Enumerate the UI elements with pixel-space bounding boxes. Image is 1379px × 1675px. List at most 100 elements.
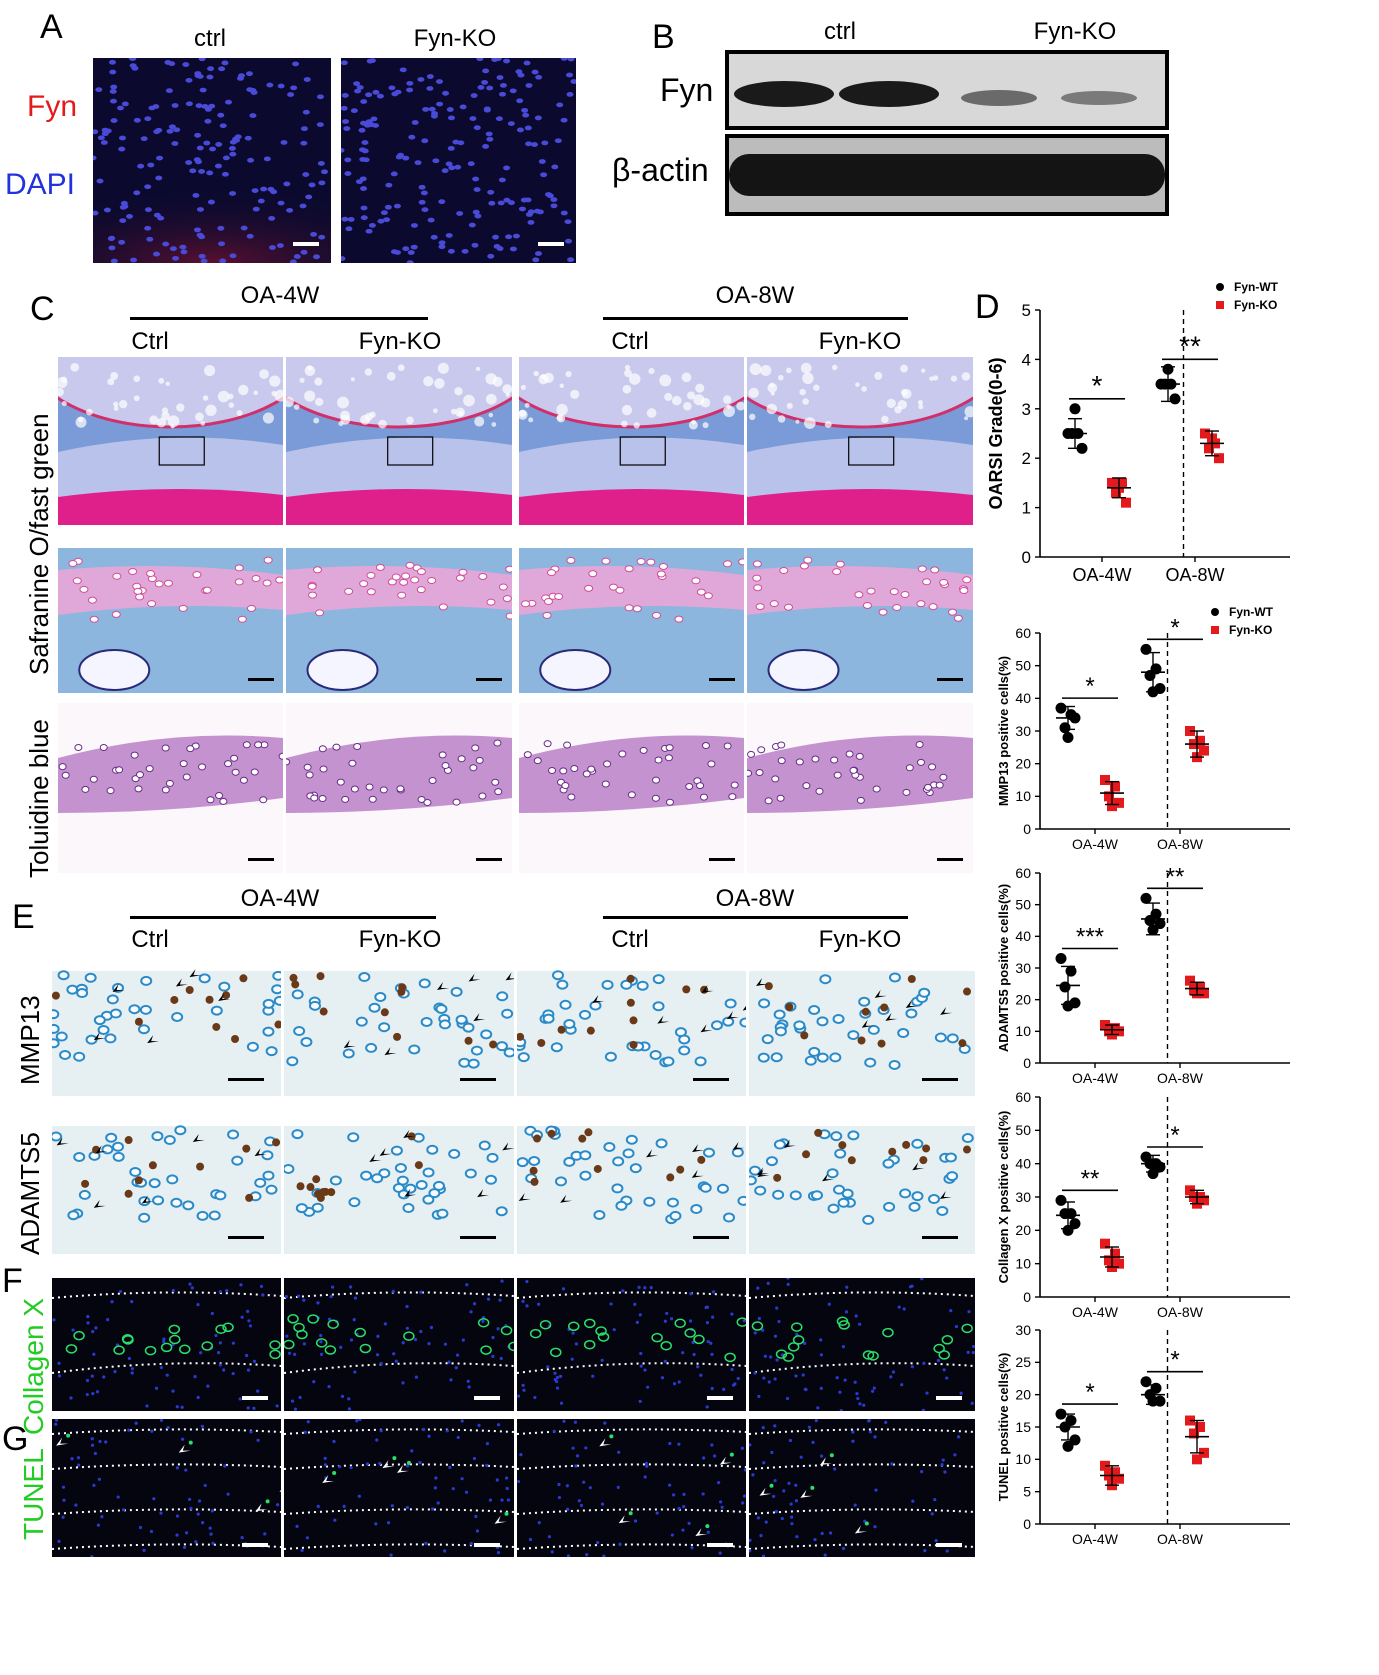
y-tick-label: 20 [1015, 756, 1031, 772]
dot-plot-1: 0 10 20 30 40 50 60 MMP13 positive cells(%) OA-4… [996, 605, 1290, 852]
data-point [1055, 1194, 1067, 1206]
x-tick-label: OA-8W [1165, 565, 1224, 585]
data-point [1114, 1026, 1124, 1037]
y-tick-label: 1 [1022, 499, 1031, 518]
data-point [1107, 477, 1117, 488]
y-tick-label: 5 [1022, 301, 1031, 320]
data-point [1059, 981, 1071, 993]
safranin-zoom-ko-4w [286, 530, 512, 693]
y-tick-label: 40 [1015, 1156, 1031, 1172]
data-point [1214, 453, 1224, 464]
legend-marker [1216, 301, 1224, 309]
legend-label: Fyn-KO [1229, 623, 1272, 637]
if-tunel-ctrl-4w [52, 1419, 281, 1557]
y-tick-label: 3 [1022, 400, 1031, 419]
data-point [1144, 915, 1156, 926]
y-tick-label: 10 [1015, 1256, 1031, 1272]
data-point [1140, 892, 1152, 904]
scale-bar [293, 242, 319, 246]
toluidine-ko-4w [286, 703, 512, 873]
ihc-adamts5-ctrl-8w [517, 1112, 746, 1254]
fluorescence-dots [93, 58, 331, 263]
y-tick-label: 50 [1015, 897, 1031, 913]
panel-a-fynko-image [341, 58, 576, 263]
if-tunel-ko-4w [284, 1419, 514, 1557]
data-point [1104, 1255, 1114, 1266]
ihc-mmp13-ko-8w [749, 957, 975, 1096]
toluidine-ctrl-4w [58, 703, 283, 873]
significance-label: ** [1179, 330, 1201, 361]
data-point [1192, 1454, 1202, 1465]
group-bar [603, 916, 908, 919]
x-tick-label: OA-4W [1072, 836, 1119, 852]
toluidine-ko-8w [747, 703, 973, 873]
data-point [1147, 1168, 1159, 1180]
y-tick-label: 25 [1015, 1354, 1031, 1370]
if-tunel-ko-8w [749, 1419, 975, 1557]
panel-c-col-ctrl-8w: Ctrl [611, 328, 649, 355]
y-tick-label: 30 [1015, 1189, 1031, 1205]
x-tick-label: OA-8W [1157, 836, 1204, 852]
safranin-overview-ko-8w [747, 357, 973, 525]
y-tick-label: 10 [1015, 788, 1031, 804]
panel-c-col-ko-8w: Fyn-KO [818, 328, 902, 355]
ihc-mmp13-ctrl-4w [52, 957, 281, 1096]
y-tick-label: 0 [1023, 1055, 1031, 1071]
safranin-zoom-ctrl-4w [58, 530, 283, 693]
data-point [1062, 732, 1074, 744]
y-tick-label: 20 [1015, 1222, 1031, 1238]
data-point [1195, 982, 1205, 992]
data-point [1199, 1195, 1209, 1206]
y-tick-label: 40 [1015, 690, 1031, 706]
x-tick-label: OA-8W [1157, 1531, 1204, 1547]
panel-label-g: G [2, 1420, 29, 1458]
legend-label: Fyn-KO [1234, 298, 1277, 312]
panel-c-col-ctrl-4w: Ctrl [131, 328, 169, 355]
blot-bands [734, 81, 1137, 107]
blot-bands [729, 154, 1165, 196]
safranin-zoom-ctrl-8w [519, 530, 744, 693]
panel-c-group-4w: OA-4W [240, 282, 320, 309]
data-point [1055, 953, 1067, 964]
panel-e-group-4w: OA-4W [240, 885, 320, 912]
data-point [1100, 775, 1110, 785]
significance-label: *** [1076, 924, 1104, 951]
data-point [1185, 975, 1195, 986]
significance-label: * [1170, 1347, 1179, 1374]
y-tick-label: 10 [1015, 1451, 1031, 1467]
ihc-mmp13-ko-4w [284, 957, 514, 1096]
data-point [1104, 791, 1114, 802]
toluidine-ctrl-8w [519, 703, 744, 873]
y-tick-label: 0 [1023, 1516, 1031, 1532]
ihc-adamts5-ctrl-4w [52, 1112, 281, 1254]
significance-label: * [1085, 673, 1094, 700]
western-blot-actin [725, 134, 1169, 216]
data-point [1114, 1258, 1124, 1269]
y-tick-label: 0 [1023, 1289, 1031, 1305]
safranin-overview-ctrl-4w [58, 357, 283, 525]
safranin-overview-ko-4w [286, 357, 512, 525]
group-bar [130, 916, 436, 919]
data-point [1107, 801, 1117, 812]
panel-e-col-ko-8w: Fyn-KO [818, 926, 902, 953]
if-collagen-ko-4w [284, 1278, 514, 1411]
dot-plot-3: 0 10 20 30 40 50 60 Collagen X positive cells(%… [996, 1089, 1290, 1320]
y-tick-label: 30 [1015, 1322, 1031, 1338]
y-tick-label: 60 [1015, 865, 1031, 881]
y-tick-label: 40 [1015, 928, 1031, 944]
y-tick-label: 60 [1015, 625, 1031, 641]
panel-b-col-ctrl: ctrl [824, 18, 856, 45]
x-tick-label: OA-4W [1072, 565, 1131, 585]
panel-c-group-8w: OA-8W [715, 282, 795, 309]
y-tick-label: 20 [1015, 1387, 1031, 1403]
data-point [1059, 722, 1071, 734]
safranin-overview-ctrl-8w [519, 357, 744, 525]
data-point [1055, 702, 1067, 714]
dot-plot-2: 0 10 20 30 40 50 60 ADAMTS5 positive cells(%) OA… [996, 863, 1290, 1086]
y-tick-label: 0 [1023, 821, 1031, 837]
y-axis-label: TUNEL positive cells(%) [996, 1353, 1011, 1502]
panel-label-a: A [40, 8, 63, 46]
x-tick-label: OA-4W [1072, 1531, 1119, 1547]
data-point [1110, 781, 1120, 792]
y-tick-label: 30 [1015, 960, 1031, 976]
